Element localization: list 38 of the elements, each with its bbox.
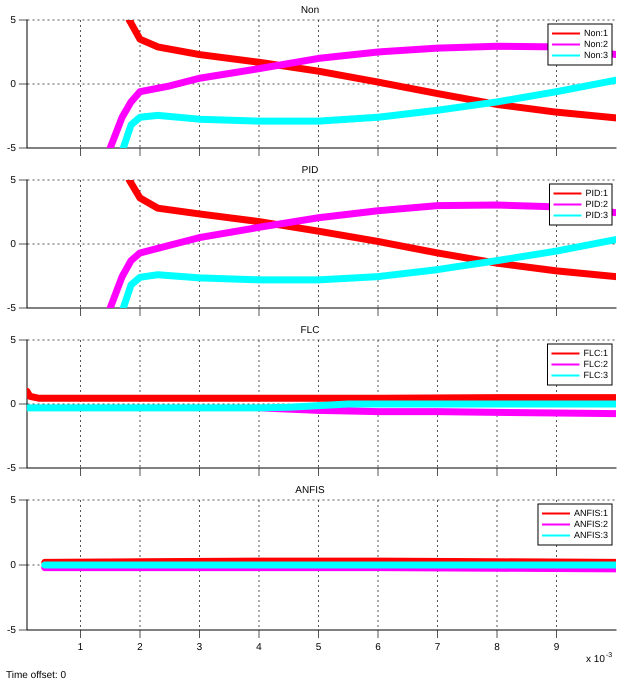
text: Time offset: 0 bbox=[6, 670, 68, 681]
legend-label: Non:1 bbox=[584, 28, 608, 38]
x-tick-label: 5 bbox=[316, 642, 322, 653]
y-tick-label: -5 bbox=[6, 624, 16, 636]
legend-label: ANFIS:2 bbox=[574, 518, 608, 529]
legend-label: FLC:1 bbox=[583, 348, 608, 358]
y-tick-label: 0 bbox=[10, 398, 16, 410]
legend-label: PID:1 bbox=[585, 188, 608, 198]
legend-label: PID:2 bbox=[585, 198, 608, 209]
y-tick-label: -5 bbox=[6, 302, 16, 314]
y-tick-label: -5 bbox=[6, 462, 16, 474]
y-tick-label: 0 bbox=[10, 78, 16, 90]
chart-title: Non bbox=[300, 4, 320, 16]
chart-title: PID bbox=[302, 164, 318, 176]
legend-label: PID:3 bbox=[585, 210, 608, 220]
chart-title: ANFIS bbox=[295, 484, 326, 496]
y-tick-label: 5 bbox=[10, 334, 16, 346]
y-tick-label: 5 bbox=[10, 174, 16, 186]
legend-label: FLC:3 bbox=[583, 370, 608, 380]
x-tick-label: 6 bbox=[375, 642, 382, 653]
legend-label: Non:3 bbox=[584, 50, 608, 60]
x-tick-label: 9 bbox=[554, 642, 560, 653]
x-tick-label: 4 bbox=[256, 642, 262, 653]
chart-title: FLC bbox=[300, 324, 320, 336]
legend-label: Non:2 bbox=[584, 38, 608, 49]
y-tick-label: 0 bbox=[10, 238, 16, 250]
x-tick-label: 8 bbox=[494, 642, 500, 653]
x-tick-label: 2 bbox=[137, 642, 144, 653]
y-tick-label: -5 bbox=[6, 142, 16, 154]
y-tick-label: 5 bbox=[10, 494, 16, 506]
legend-label: FLC:2 bbox=[583, 358, 608, 369]
x-tick-label: 1 bbox=[78, 642, 84, 653]
x-tick-label: 7 bbox=[434, 642, 441, 653]
legend-label: ANFIS:1 bbox=[574, 508, 608, 518]
y-tick-label: 5 bbox=[10, 14, 16, 26]
y-tick-label: 0 bbox=[10, 560, 16, 571]
x-tick-label: 3 bbox=[196, 642, 203, 653]
legend-label: ANFIS:3 bbox=[574, 530, 608, 540]
